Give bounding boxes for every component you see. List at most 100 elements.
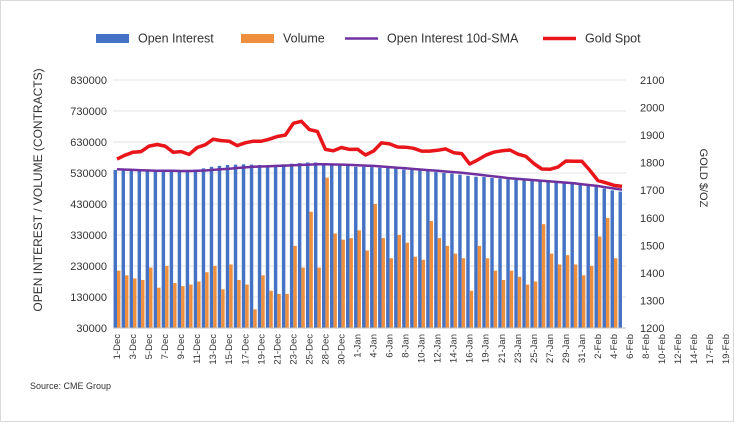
x-tick-label: 25-Dec bbox=[304, 334, 315, 365]
x-tick-label: 10-Feb bbox=[657, 334, 668, 364]
volume-bars bbox=[117, 177, 618, 328]
gold-spot-line bbox=[116, 119, 623, 189]
x-tick-label: 14-Feb bbox=[689, 334, 700, 364]
legend-item: Volume bbox=[241, 32, 325, 46]
open-interest-bar bbox=[426, 170, 430, 328]
open-interest-bar bbox=[578, 184, 582, 328]
open-interest-bar bbox=[201, 168, 206, 328]
volume-bar bbox=[437, 238, 442, 328]
volume-bar bbox=[181, 286, 185, 328]
open-interest-bar bbox=[538, 180, 542, 328]
open-interest-bar bbox=[458, 174, 462, 328]
y-left-tick-label: 630000 bbox=[70, 137, 107, 149]
volume-bar bbox=[229, 264, 233, 328]
open-interest-bar bbox=[354, 166, 358, 328]
x-tick-label: 2-Feb bbox=[593, 334, 604, 359]
volume-bar bbox=[205, 272, 209, 328]
open-interest-bar bbox=[145, 170, 150, 328]
open-interest-bar bbox=[474, 176, 478, 328]
open-interest-bar bbox=[177, 170, 182, 328]
volume-bar bbox=[173, 283, 177, 328]
open-interest-bar bbox=[554, 182, 558, 328]
x-tick-label: 10-Jan bbox=[417, 334, 428, 363]
x-tick-label: 21-Jan bbox=[497, 334, 508, 363]
volume-bar bbox=[285, 293, 289, 328]
volume-bar bbox=[477, 245, 482, 328]
open-interest-bar bbox=[241, 164, 246, 328]
volume-bar bbox=[453, 253, 458, 328]
y-right-tick-label: 2100 bbox=[640, 75, 664, 87]
volume-bar bbox=[581, 275, 586, 328]
open-interest-bar bbox=[618, 191, 622, 328]
legend-swatch bbox=[241, 34, 274, 43]
volume-bar bbox=[525, 284, 530, 328]
volume-bar bbox=[365, 250, 369, 328]
open-interest-bar bbox=[362, 166, 366, 328]
volume-bar bbox=[397, 235, 402, 328]
open-interest-bars bbox=[113, 162, 622, 328]
open-interest-bar bbox=[249, 164, 254, 328]
open-interest-bar bbox=[482, 177, 486, 328]
y-left-tick-label: 430000 bbox=[70, 199, 107, 211]
x-tick-label: 1-Jan bbox=[353, 334, 364, 358]
open-interest-bar bbox=[313, 162, 318, 328]
volume-bar bbox=[165, 266, 169, 328]
open-interest-bar bbox=[346, 165, 350, 328]
open-interest-bar bbox=[418, 169, 422, 328]
source-note: Source: CME Group bbox=[30, 381, 111, 391]
open-interest-sma-line bbox=[116, 163, 623, 191]
x-tick-label: 1-Dec bbox=[112, 334, 123, 360]
x-tick-label: 9-Dec bbox=[176, 334, 187, 360]
y-right-tick-label: 1300 bbox=[640, 295, 664, 307]
axes: 30000 130000 230000 330000 430000 530000 63000… bbox=[70, 75, 732, 365]
legend-swatch bbox=[96, 34, 129, 43]
volume-bar bbox=[197, 281, 201, 328]
open-interest-bar bbox=[410, 169, 414, 328]
open-interest-bar bbox=[329, 163, 334, 328]
legend-label: Gold Spot bbox=[585, 32, 641, 46]
x-tick-label: 15-Dec bbox=[224, 334, 235, 365]
volume-bar bbox=[269, 290, 273, 328]
y-right-tick-label: 1700 bbox=[640, 185, 664, 197]
x-tick-label: 19-Dec bbox=[256, 334, 267, 365]
volume-bar bbox=[381, 238, 385, 328]
open-interest-bar bbox=[522, 180, 526, 328]
x-tick-label: 27-Jan bbox=[545, 334, 556, 363]
volume-bar bbox=[149, 267, 153, 328]
open-interest-bar bbox=[153, 171, 158, 328]
open-interest-bar bbox=[169, 171, 174, 328]
volume-bar bbox=[213, 266, 217, 328]
volume-bar bbox=[405, 242, 410, 328]
y-right-tick-label: 1400 bbox=[640, 268, 664, 280]
x-tick-label: 12-Jan bbox=[433, 334, 444, 363]
open-interest-bar bbox=[113, 169, 118, 328]
open-interest-bar bbox=[265, 165, 270, 328]
y-right-tick-label: 2000 bbox=[640, 103, 664, 115]
x-tick-label: 3-Dec bbox=[128, 334, 139, 360]
open-interest-bar bbox=[570, 183, 574, 328]
open-interest-bar bbox=[466, 175, 470, 328]
x-tick-label: 23-Dec bbox=[288, 334, 299, 365]
volume-bar bbox=[485, 258, 490, 328]
y-left-tick-label: 730000 bbox=[70, 106, 107, 118]
x-tick-label: 19-Feb bbox=[721, 334, 732, 364]
volume-bar bbox=[573, 264, 578, 328]
open-interest-bar bbox=[402, 169, 406, 328]
volume-bar bbox=[309, 211, 313, 328]
open-interest-bar bbox=[602, 188, 606, 328]
volume-bar bbox=[413, 256, 418, 328]
volume-bar bbox=[445, 245, 450, 328]
x-tick-label: 17-Dec bbox=[240, 334, 251, 365]
y-axis-left-label: OPEN INTEREST / VOLUME (CONTRACTS) bbox=[31, 68, 45, 311]
volume-bar bbox=[509, 270, 514, 328]
open-interest-bar bbox=[530, 180, 534, 328]
x-tick-label: 23-Jan bbox=[513, 334, 524, 363]
line-series bbox=[116, 119, 623, 191]
x-tick-label: 19-Jan bbox=[481, 334, 492, 363]
open-interest-bar bbox=[217, 165, 222, 328]
volume-bar bbox=[117, 270, 121, 328]
open-interest-bar bbox=[490, 177, 494, 328]
x-tick-label: 17-Feb bbox=[705, 334, 716, 364]
